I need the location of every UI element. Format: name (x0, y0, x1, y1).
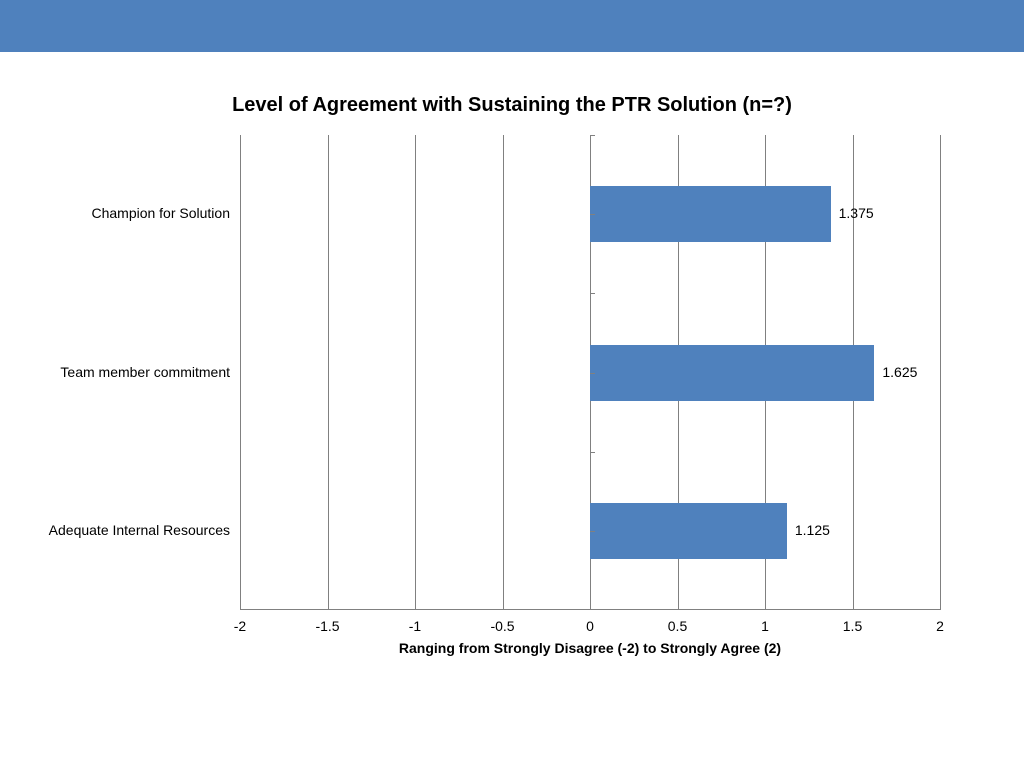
bar-value-label: 1.375 (839, 205, 874, 221)
gridline (940, 135, 941, 610)
chart-plot-area: -2-1.5-1-0.500.511.521.375Champion for S… (240, 135, 940, 610)
category-tick (590, 531, 595, 532)
x-tick-label: -1 (409, 618, 421, 634)
bar-value-label: 1.625 (882, 364, 917, 380)
x-axis-label: Ranging from Strongly Disagree (-2) to S… (240, 640, 940, 656)
x-axis-line (240, 609, 940, 610)
x-tick-label: 2 (936, 618, 944, 634)
gridline (328, 135, 329, 610)
gridline (415, 135, 416, 610)
category-tick (590, 293, 595, 294)
category-tick (590, 452, 595, 453)
category-label: Team member commitment (20, 364, 230, 380)
category-label: Adequate Internal Resources (20, 522, 230, 538)
category-tick (590, 214, 595, 215)
x-tick-label: -2 (234, 618, 246, 634)
x-tick-label: 1.5 (843, 618, 862, 634)
bar-value-label: 1.125 (795, 522, 830, 538)
x-tick-label: 0 (586, 618, 594, 634)
x-tick-label: 0.5 (668, 618, 687, 634)
bar (590, 503, 787, 559)
x-tick-label: -1.5 (315, 618, 339, 634)
gridline (503, 135, 504, 610)
category-label: Champion for Solution (20, 205, 230, 221)
top-banner (0, 0, 1024, 52)
chart-title: Level of Agreement with Sustaining the P… (0, 94, 1024, 117)
bar (590, 345, 874, 401)
gridline (240, 135, 241, 610)
category-tick (590, 373, 595, 374)
bar (590, 186, 831, 242)
category-tick (590, 135, 595, 136)
x-tick-label: 1 (761, 618, 769, 634)
x-tick-label: -0.5 (490, 618, 514, 634)
